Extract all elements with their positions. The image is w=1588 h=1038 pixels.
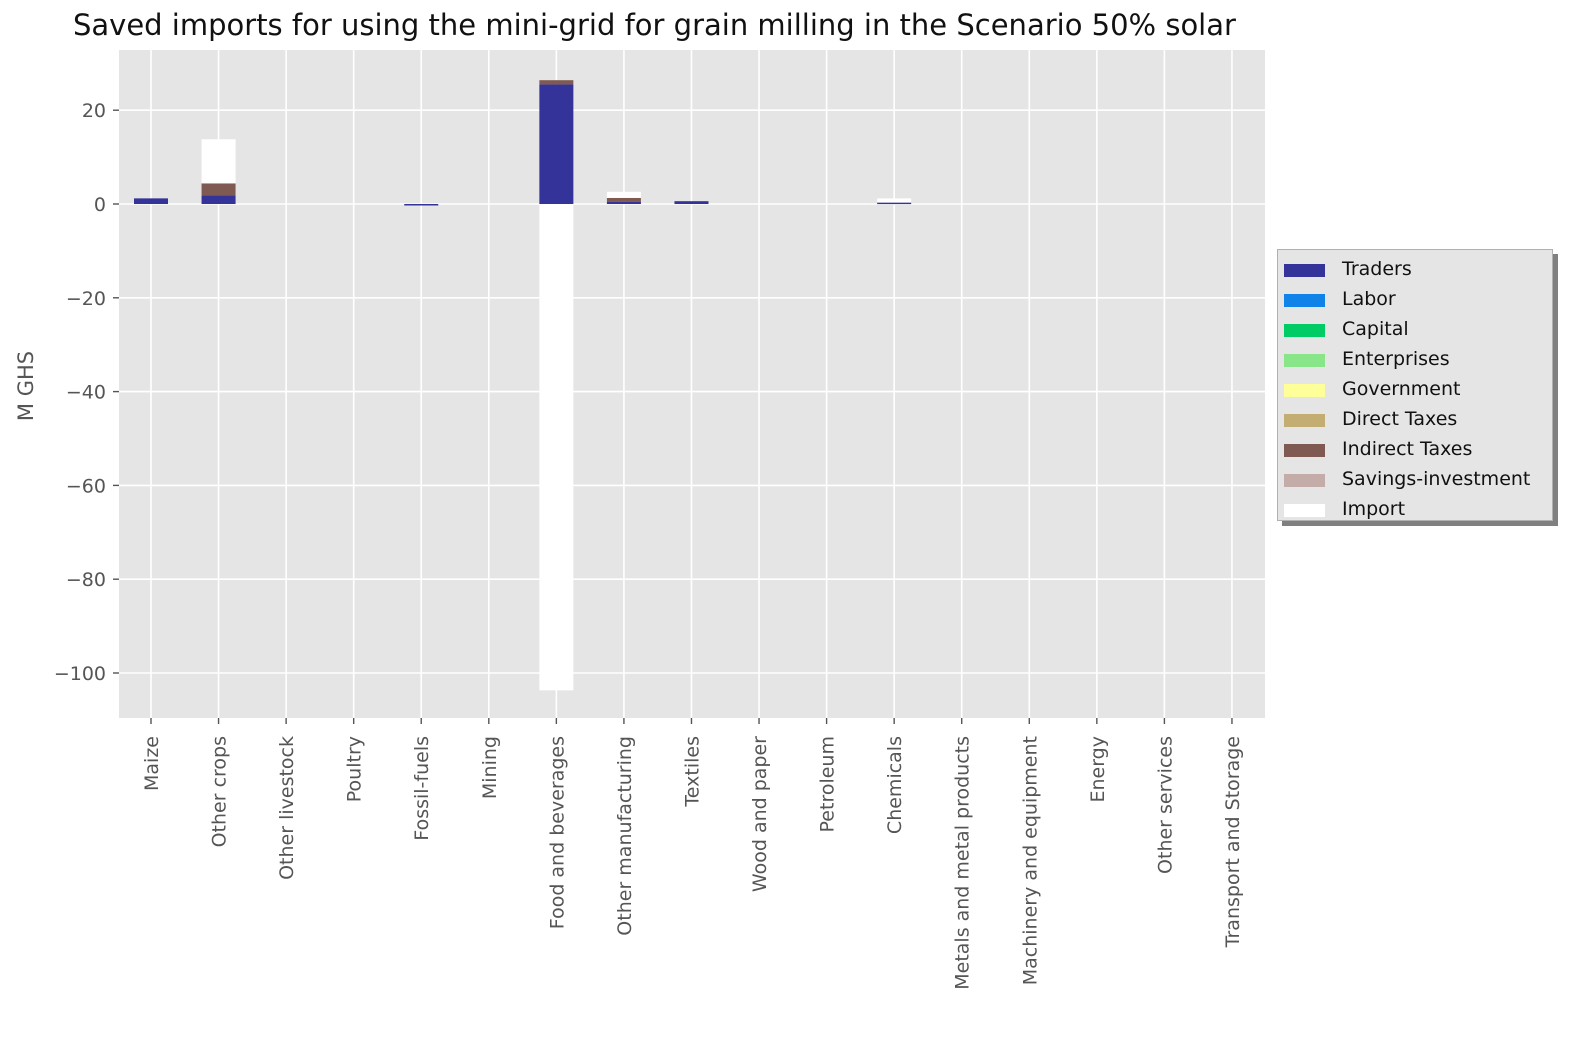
legend-swatch (1284, 294, 1325, 307)
legend-swatch (1284, 264, 1325, 277)
legend-entry: Capital (1278, 315, 1552, 345)
y-tick-label: −40 (66, 382, 106, 404)
x-tick-label: Energy (1087, 736, 1109, 803)
y-tick-label: −100 (54, 663, 106, 685)
x-tick-label: Food and beverages (546, 736, 568, 929)
x-tick-label: Other crops (209, 736, 231, 847)
x-tick-label: Wood and paper (749, 736, 771, 892)
x-tick-label: Fossil-fuels (411, 736, 433, 841)
y-axis-label: M GHS (14, 351, 38, 421)
y-tick-label: 0 (94, 194, 106, 216)
legend-swatch (1284, 324, 1325, 337)
legend-swatch (1284, 444, 1325, 457)
legend-entry: Savings-investment (1278, 465, 1552, 495)
legend-label: Enterprises (1342, 348, 1450, 370)
x-tick-label: Other livestock (276, 736, 298, 880)
x-tick-label: Poultry (344, 736, 366, 802)
bar-segment (201, 183, 236, 196)
bar-segment (201, 139, 236, 184)
bar-segment (606, 197, 641, 202)
bar-segment (674, 201, 709, 204)
bar-segment (539, 84, 574, 204)
y-tick-label: 20 (82, 100, 106, 122)
legend-label: Savings-investment (1342, 468, 1531, 490)
x-tick-label: Mining (479, 736, 501, 799)
legend-entry: Import (1278, 495, 1552, 525)
legend-entry: Enterprises (1278, 345, 1552, 375)
legend-entry: Government (1278, 375, 1552, 405)
x-tick-label: Chemicals (884, 736, 906, 834)
x-tick-label: Machinery and equipment (1019, 736, 1041, 985)
chart-title: Saved imports for using the mini-grid fo… (73, 8, 1236, 42)
bar-segment (539, 204, 574, 691)
bar-segment (877, 198, 912, 203)
y-tick-label: −80 (66, 569, 106, 591)
bar-segment (201, 195, 236, 204)
x-tick-label: Metals and metal products (952, 736, 974, 990)
legend-label: Direct Taxes (1342, 408, 1458, 430)
bar-segment (877, 202, 912, 205)
x-tick-label: Petroleum (817, 736, 839, 832)
axis-ticks: 20 0 −20 −40 −60 −80 −100 Maize Other crops Other… (54, 100, 1244, 990)
legend-entry: Indirect Taxes (1278, 435, 1552, 465)
legend-label: Capital (1342, 318, 1409, 340)
legend-swatch (1284, 354, 1325, 367)
x-tick-label: Transport and Storage (1222, 736, 1244, 948)
bar-segment (134, 198, 168, 204)
legend-entry: Direct Taxes (1278, 405, 1552, 435)
legend-swatch (1284, 474, 1325, 487)
legend-swatch (1284, 504, 1325, 517)
legend-entry: Labor (1278, 285, 1552, 315)
legend: Traders Labor Capital Enterprises Government… (1277, 249, 1553, 521)
bar-segment (606, 191, 641, 198)
bar-segment (539, 80, 574, 85)
legend-label: Indirect Taxes (1342, 438, 1473, 460)
y-tick-label: −60 (66, 475, 106, 497)
bar-segment (606, 201, 641, 204)
legend-label: Import (1342, 498, 1406, 520)
grid-lines (119, 50, 1265, 718)
legend-swatch (1284, 384, 1325, 397)
x-tick-label: Textiles (681, 736, 703, 808)
bar-segment (404, 204, 439, 206)
x-tick-label: Maize (141, 736, 163, 791)
legend-entry: Traders (1278, 255, 1552, 285)
legend-label: Labor (1342, 288, 1396, 310)
legend-swatch (1284, 414, 1325, 427)
bars (134, 80, 912, 691)
x-tick-label: Other services (1154, 736, 1176, 874)
legend-label: Traders (1342, 258, 1412, 280)
legend-label: Government (1342, 378, 1461, 400)
x-tick-label: Other manufacturing (614, 736, 636, 936)
y-tick-label: −20 (66, 288, 106, 310)
